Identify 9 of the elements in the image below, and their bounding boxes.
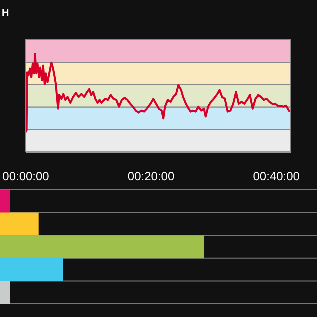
chart-title: H: [1, 7, 10, 21]
x-tick-label: 00:20:00: [128, 170, 175, 184]
bar: [0, 258, 64, 282]
bar: [0, 236, 205, 259]
bar: [0, 212, 39, 236]
x-tick-label: 00:40:00: [253, 170, 300, 184]
x-tick-label: 00:00:00: [2, 170, 50, 184]
bar: [0, 281, 10, 304]
bar: [0, 190, 10, 213]
